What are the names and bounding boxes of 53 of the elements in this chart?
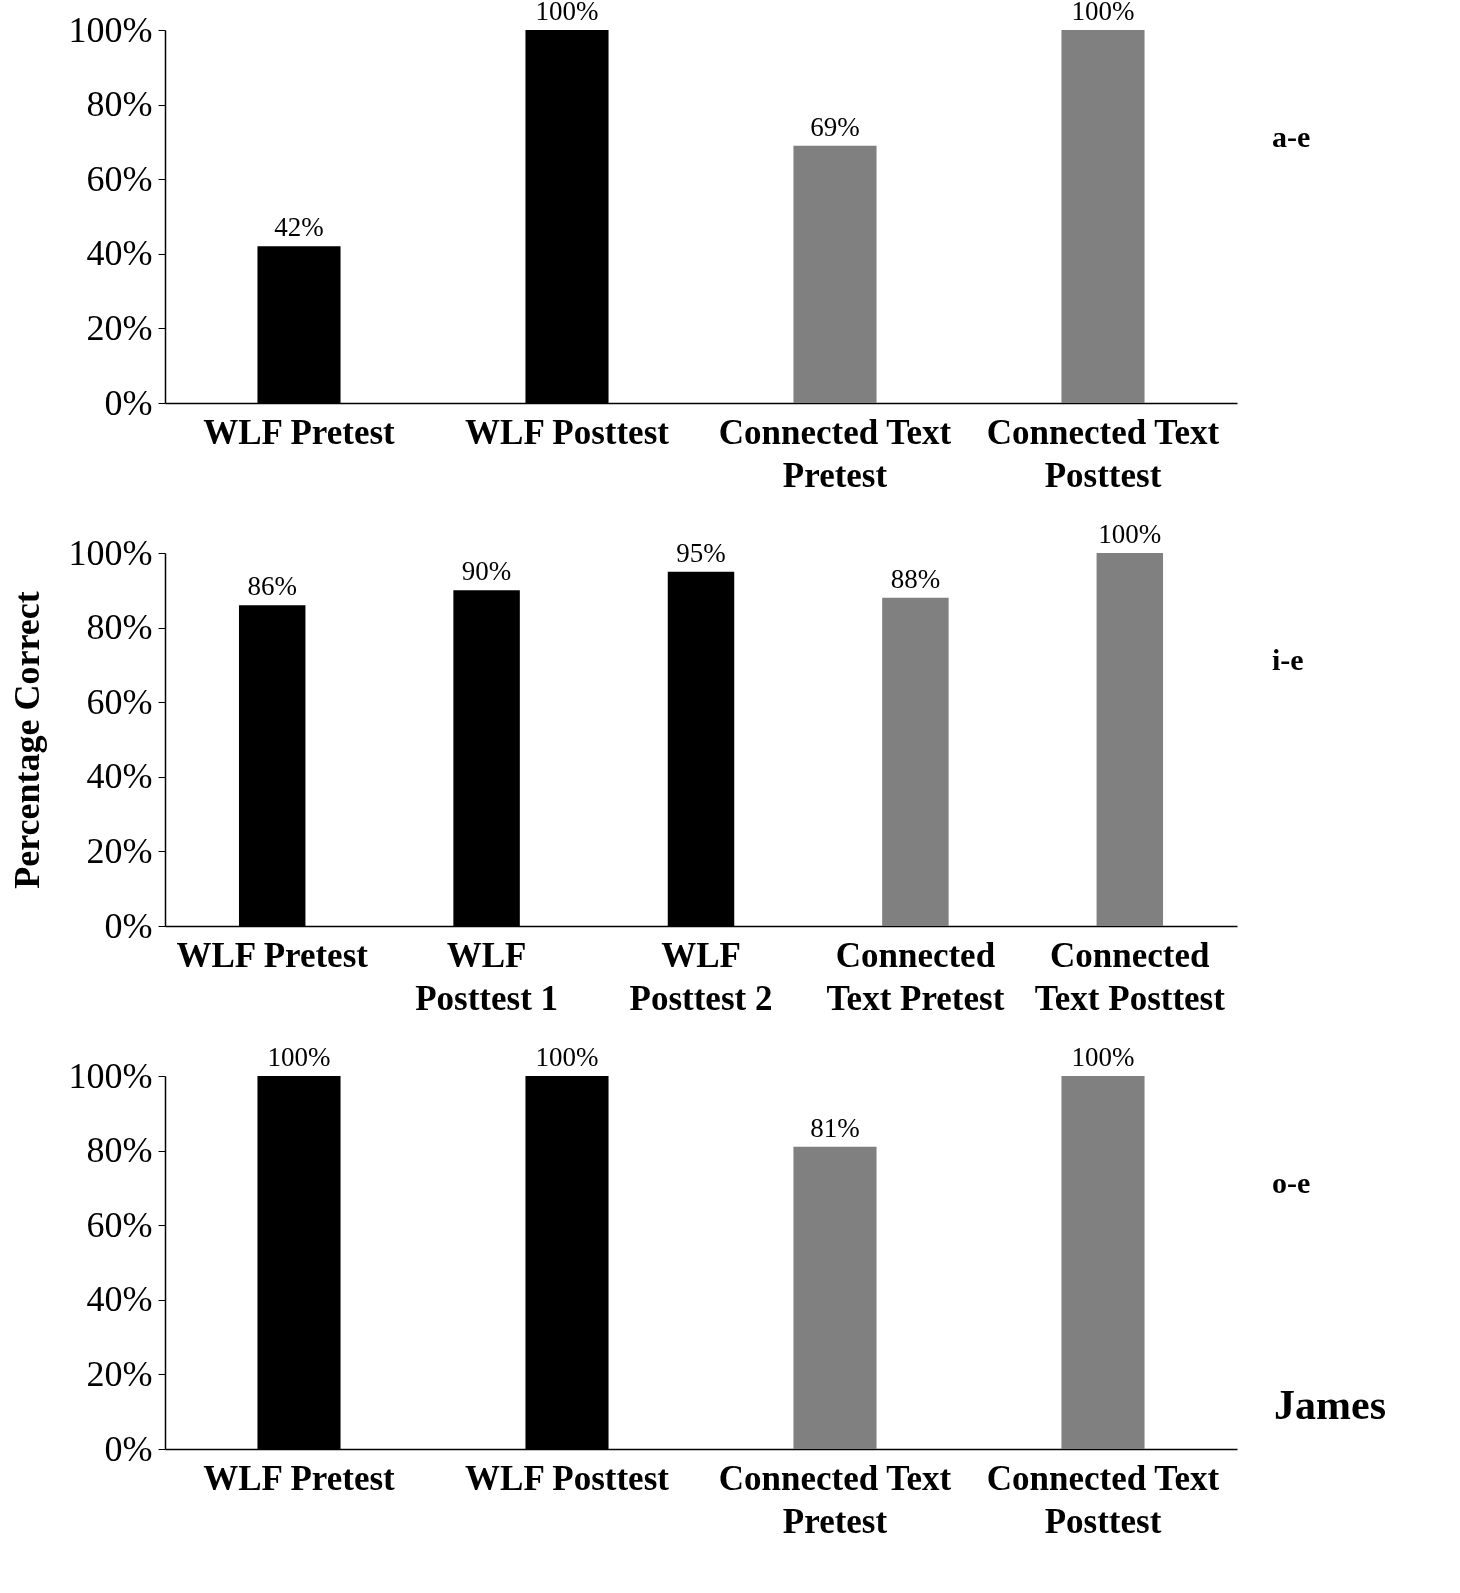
data-label: 81% [810,1112,860,1143]
x-tick-label: Connected Text Pretest [826,935,1005,1018]
text: a-e [1272,120,1311,154]
y-tick-label: 60% [86,681,153,722]
x-tick-label: Connected Text Pretest [718,412,952,495]
x-tick-label: Connected Text Posttest [1034,935,1226,1018]
y-tick-label: 0% [104,1428,153,1469]
data-label: 42% [274,212,324,243]
x-tick-label: WLF Pretest [203,412,396,452]
text: i-e [1272,643,1304,677]
x-tick-label: Connected Text Posttest [986,1458,1220,1541]
y-tick-label: 20% [86,307,153,348]
y-tick-label: 20% [86,1353,153,1394]
bar [1061,30,1145,403]
bar [882,597,949,926]
y-tick-label: 20% [86,830,153,871]
y-tick-label: 40% [86,233,153,274]
y-tick-label: 100% [68,1055,153,1096]
y-axis-title: Percentage Correct [6,591,47,889]
data-label: 100% [1071,1042,1135,1072]
data-label: 69% [810,111,860,142]
y-tick-label: 0% [104,905,153,946]
data-label: 95% [676,537,726,568]
x-tick-label: Connected Text Pretest [718,1458,952,1541]
y-tick-label: 100% [68,532,153,573]
y-tick-label: 80% [86,1130,153,1171]
text: James [1274,1382,1386,1428]
data-label: 90% [461,556,512,587]
data-label: 86% [247,571,297,602]
y-tick-label: 100% [68,9,153,50]
y-tick-label: 40% [86,756,153,797]
bar [793,145,877,403]
y-tick-label: 60% [86,158,153,199]
y-tick-label: 80% [86,84,153,125]
bar [1096,553,1164,926]
data-label: 100% [1098,519,1162,549]
x-tick-label: WLF Pretest [203,1458,396,1498]
x-tick-label: WLF Posttest 1 [415,935,559,1018]
data-label: 100% [267,1042,331,1072]
data-label: 100% [535,1042,599,1072]
x-tick-label: WLF Posttest [465,1458,670,1498]
x-tick-label: WLF Posttest [465,412,670,452]
x-tick-label: WLF Posttest 2 [629,935,773,1018]
text: o-e [1272,1166,1311,1200]
x-tick-label: Connected Text Posttest [986,412,1220,495]
x-tick-label: WLF Pretest [176,935,369,975]
y-tick-label: 80% [86,607,153,648]
y-tick-label: 40% [86,1279,153,1320]
y-tick-label: 60% [86,1204,153,1245]
data-label: 88% [890,563,941,594]
data-label: 100% [535,0,599,26]
data-label: 100% [1071,0,1135,26]
y-tick-label: 0% [104,382,153,423]
